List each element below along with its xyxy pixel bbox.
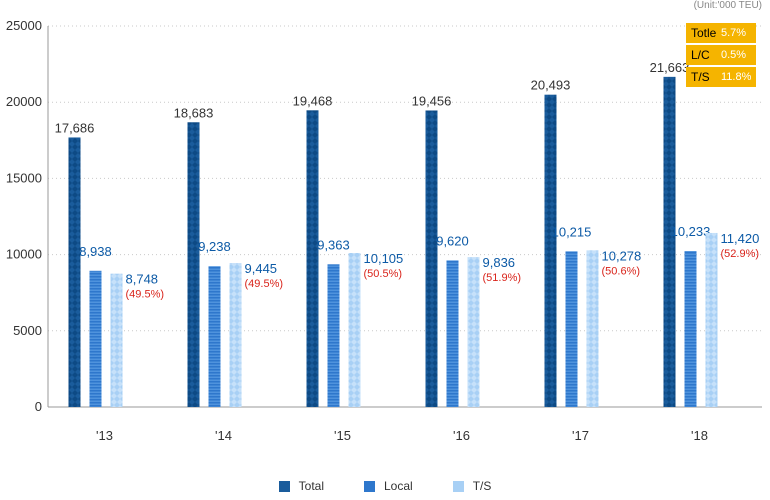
legend-label: Total bbox=[298, 479, 324, 493]
bar-total bbox=[306, 110, 319, 407]
x-tick-label: '18 bbox=[691, 428, 708, 443]
growth-value: 11.8% bbox=[721, 71, 752, 83]
bar-local bbox=[89, 270, 102, 407]
data-label: 19,468 bbox=[293, 93, 333, 108]
x-tick-label: '15 bbox=[334, 428, 351, 443]
x-tick-label: '17 bbox=[572, 428, 589, 443]
growth-value: 0.5% bbox=[721, 49, 747, 61]
bar-total bbox=[187, 122, 200, 407]
data-label: 9,445 bbox=[245, 261, 278, 276]
data-label: 11,420 bbox=[721, 231, 760, 246]
share-label: (50.5%) bbox=[364, 268, 403, 280]
x-tick-label: '13 bbox=[96, 428, 113, 443]
data-label: 19,456 bbox=[412, 93, 452, 108]
data-label: 8,748 bbox=[126, 272, 159, 287]
data-label: 8,938 bbox=[79, 244, 112, 259]
data-label: 9,238 bbox=[198, 239, 231, 254]
y-tick-label: 25000 bbox=[6, 18, 42, 33]
bar-ts bbox=[705, 232, 718, 407]
data-label: 10,278 bbox=[602, 248, 642, 263]
unit-note: (Unit:'000 TEU) bbox=[693, 0, 762, 11]
growth-row-total: Totle 5.7% bbox=[686, 23, 756, 43]
data-label: 9,836 bbox=[483, 255, 516, 270]
data-label: 10,215 bbox=[552, 224, 592, 239]
bar-ts bbox=[586, 250, 599, 407]
bar-local bbox=[565, 251, 578, 407]
legend-swatch-total bbox=[278, 480, 290, 492]
legend-label: T/S bbox=[472, 479, 492, 493]
y-tick-label: 15000 bbox=[6, 170, 42, 185]
share-label: (50.6%) bbox=[602, 265, 641, 277]
bar-local bbox=[208, 266, 221, 407]
share-label: (52.9%) bbox=[721, 248, 760, 260]
bar-local bbox=[446, 260, 459, 407]
data-label: 21,663 bbox=[650, 60, 690, 75]
growth-row-local: L/C 0.5% bbox=[686, 45, 756, 65]
data-label: 18,683 bbox=[174, 105, 214, 120]
data-label: 10,105 bbox=[364, 251, 404, 266]
bar-total bbox=[544, 94, 557, 408]
x-tick-label: '16 bbox=[453, 428, 470, 443]
growth-row-ts: T/S 11.8% bbox=[686, 67, 756, 87]
legend: Total Local T/S bbox=[0, 479, 770, 493]
data-label: 20,493 bbox=[531, 78, 571, 93]
growth-label: T/S bbox=[691, 70, 710, 84]
legend-item-total: Total bbox=[278, 479, 324, 493]
share-label: (49.5%) bbox=[126, 289, 165, 301]
bar-total bbox=[425, 110, 438, 407]
y-tick-label: 20000 bbox=[6, 94, 42, 109]
bar-total bbox=[68, 137, 81, 407]
growth-rate-box: Totle 5.7% L/C 0.5% T/S 11.8% bbox=[686, 23, 756, 89]
bar-total bbox=[663, 76, 676, 407]
share-label: (49.5%) bbox=[245, 278, 284, 290]
data-label: 9,620 bbox=[436, 233, 469, 248]
data-label: 9,363 bbox=[317, 237, 350, 252]
data-label: 17,686 bbox=[55, 120, 95, 135]
y-tick-label: 0 bbox=[35, 399, 42, 414]
bar-local bbox=[684, 251, 697, 407]
legend-label: Local bbox=[384, 479, 413, 493]
bar-ts bbox=[467, 257, 480, 407]
legend-item-ts: T/S bbox=[452, 479, 492, 493]
legend-swatch-ts bbox=[452, 480, 464, 492]
bar-ts bbox=[110, 273, 123, 407]
growth-value: 5.7% bbox=[721, 27, 747, 39]
bar-ts bbox=[348, 252, 361, 407]
bar-local bbox=[327, 264, 340, 407]
x-tick-label: '14 bbox=[215, 428, 232, 443]
y-tick-label: 5000 bbox=[13, 323, 42, 338]
data-label: 10,233 bbox=[671, 224, 711, 239]
y-tick-label: 10000 bbox=[6, 247, 42, 262]
growth-label: Totle bbox=[691, 26, 717, 40]
legend-swatch-local bbox=[364, 480, 375, 492]
bar-ts bbox=[229, 263, 242, 407]
share-label: (51.9%) bbox=[483, 272, 522, 284]
legend-item-local: Local bbox=[364, 479, 413, 493]
growth-label: L/C bbox=[691, 48, 710, 62]
